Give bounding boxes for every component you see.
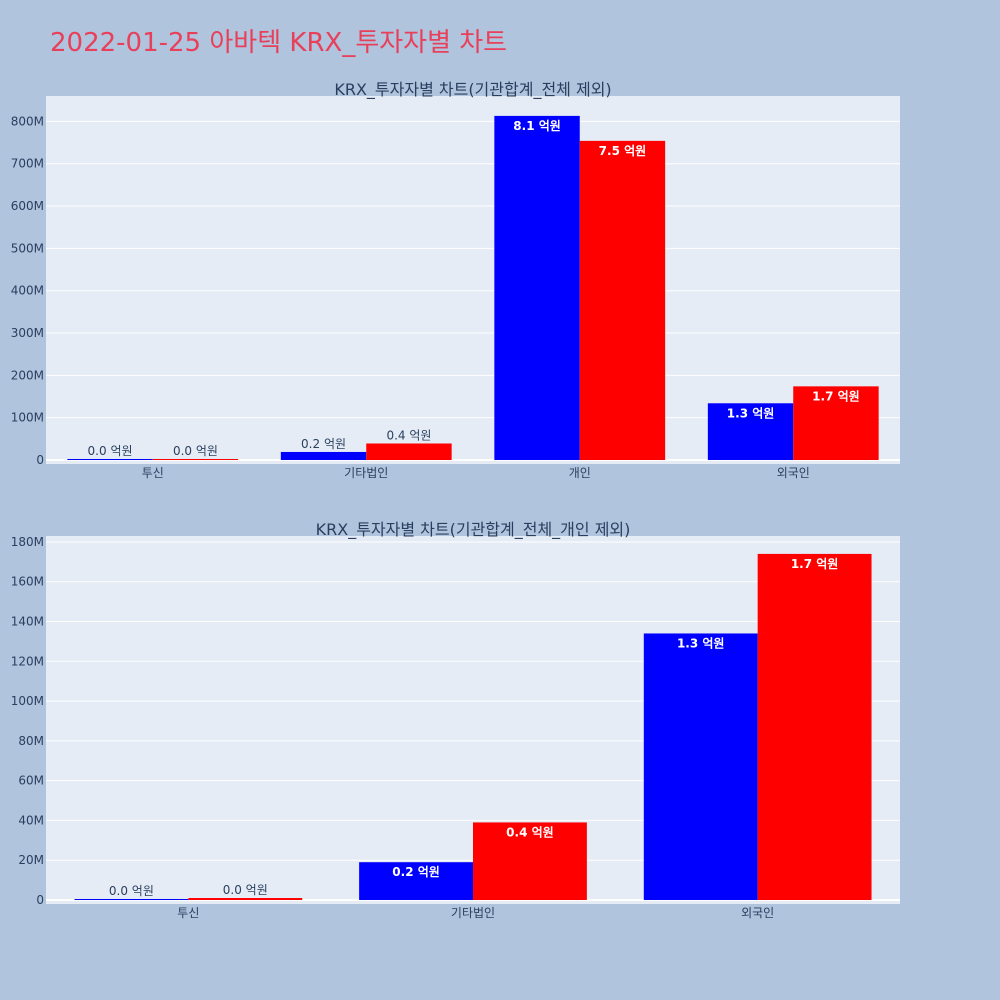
y-tick-label: 180M	[11, 535, 44, 549]
bar	[359, 862, 473, 900]
bar	[74, 899, 189, 900]
y-tick-label: 160M	[11, 575, 44, 589]
chart-title: KRX_투자자별 차트(기관합계_전체 제외)	[334, 80, 611, 100]
y-tick-label: 200M	[11, 368, 44, 382]
bar	[579, 140, 666, 460]
y-tick-label: 100M	[11, 694, 44, 708]
bar	[188, 898, 303, 900]
y-tick-label: 400M	[11, 284, 44, 298]
investor-chart-total: 0 100M 200M 300M 400M 500M 600M 700M 800M KRX_투자자…	[11, 80, 900, 480]
data-label: 0.0 억원	[88, 444, 133, 458]
bar	[152, 459, 239, 460]
bar	[643, 633, 758, 900]
data-label: 0.4 억원	[386, 428, 431, 442]
y-tick-label: 80M	[18, 734, 44, 748]
data-label: 0.0 억원	[173, 444, 218, 458]
bar	[366, 443, 452, 460]
bar	[707, 403, 794, 460]
data-label: 1.3 억원	[677, 636, 725, 650]
data-label: 1.7 억원	[812, 389, 860, 403]
y-tick-label: 40M	[18, 813, 44, 827]
y-tick-label: 0	[36, 893, 44, 907]
y-tick-label: 0	[36, 453, 44, 467]
bar	[67, 459, 153, 460]
y-tick-label: 120M	[11, 654, 44, 668]
bar	[793, 386, 879, 460]
y-tick-label: 700M	[11, 157, 44, 171]
data-label: 0.2 억원	[301, 437, 346, 451]
x-tick-label: 투신	[142, 466, 164, 480]
bar	[757, 553, 872, 900]
x-tick-label: 기타법인	[451, 906, 495, 920]
plot-area	[46, 96, 900, 464]
y-tick-label: 100M	[11, 411, 44, 425]
bar	[280, 451, 367, 460]
data-label: 0.2 억원	[392, 865, 440, 879]
data-label: 7.5 억원	[599, 144, 647, 158]
x-tick-label: 외국인	[777, 466, 810, 480]
data-label: 0.4 억원	[506, 825, 554, 839]
y-tick-label: 800M	[11, 114, 44, 128]
bar	[473, 822, 587, 900]
y-tick-label: 300M	[11, 326, 44, 340]
data-label: 0.0 억원	[223, 883, 268, 897]
data-label: 1.7 억원	[791, 557, 839, 571]
x-tick-label: 기타법인	[344, 466, 388, 480]
y-tick-label: 20M	[18, 853, 44, 867]
y-tick-label: 600M	[11, 199, 44, 213]
x-tick-label: 외국인	[741, 906, 774, 920]
y-tick-label: 60M	[18, 774, 44, 788]
x-tick-label: 투신	[177, 906, 199, 920]
data-label: 1.3 억원	[727, 406, 775, 420]
chart-title: KRX_투자자별 차트(기관합계_전체_개인 제외)	[316, 520, 631, 540]
data-label: 0.0 억원	[109, 884, 154, 898]
page-title: 2022-01-25 아바텍 KRX_투자자별 차트	[50, 28, 508, 58]
bar	[494, 115, 580, 461]
x-tick-label: 개인	[569, 466, 591, 480]
data-label: 8.1 억원	[513, 119, 561, 133]
y-tick-label: 140M	[11, 615, 44, 629]
y-tick-label: 500M	[11, 241, 44, 255]
